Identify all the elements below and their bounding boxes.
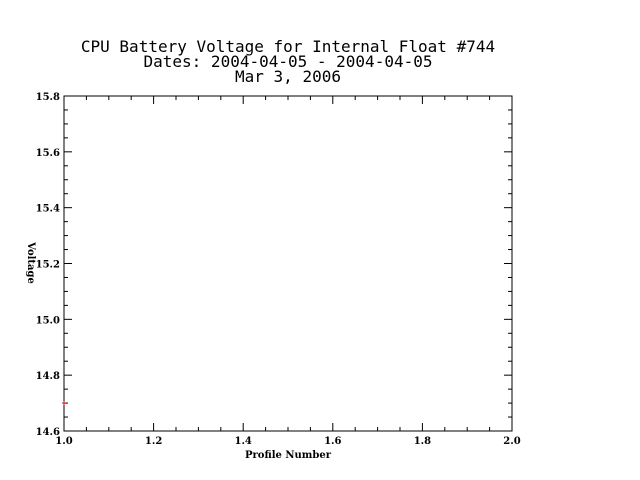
x-axis-label: Profile Number [245, 450, 332, 461]
data-point [62, 401, 66, 406]
y-tick-label: 15.0 [36, 315, 60, 326]
x-tick-label: 1.2 [145, 436, 162, 447]
data-marks [62, 401, 66, 406]
y-tick-label: 15.2 [36, 260, 60, 271]
x-tick-label: 1.0 [55, 436, 72, 447]
y-tick-label: 14.8 [36, 371, 60, 382]
x-tick-label: 1.6 [324, 436, 341, 447]
y-axis-label: Voltage [25, 241, 36, 284]
plot-frame [63, 95, 513, 432]
axis-ticks [63, 95, 513, 432]
y-tick-label: 14.6 [36, 427, 60, 438]
x-tick-label: 2.0 [503, 436, 520, 447]
chart-title-line-2: Dates: 2004-04-05 - 2004-04-05 [144, 52, 433, 71]
axis-tick-labels: 1.0 1.2 1.4 1.6 1.8 2.0 14.6 14.8 15.0 15.2 15.4 15… [36, 92, 521, 447]
chart-title-line-1: CPU Battery Voltage for Internal Float #… [81, 37, 495, 56]
y-tick-label: 15.6 [36, 148, 60, 159]
chart-title-line-3: Mar 3, 2006 [235, 67, 341, 86]
x-tick-label: 1.8 [414, 436, 431, 447]
x-tick-label: 1.4 [234, 436, 251, 447]
y-tick-label: 15.4 [36, 204, 60, 215]
y-tick-label: 15.8 [36, 92, 60, 103]
